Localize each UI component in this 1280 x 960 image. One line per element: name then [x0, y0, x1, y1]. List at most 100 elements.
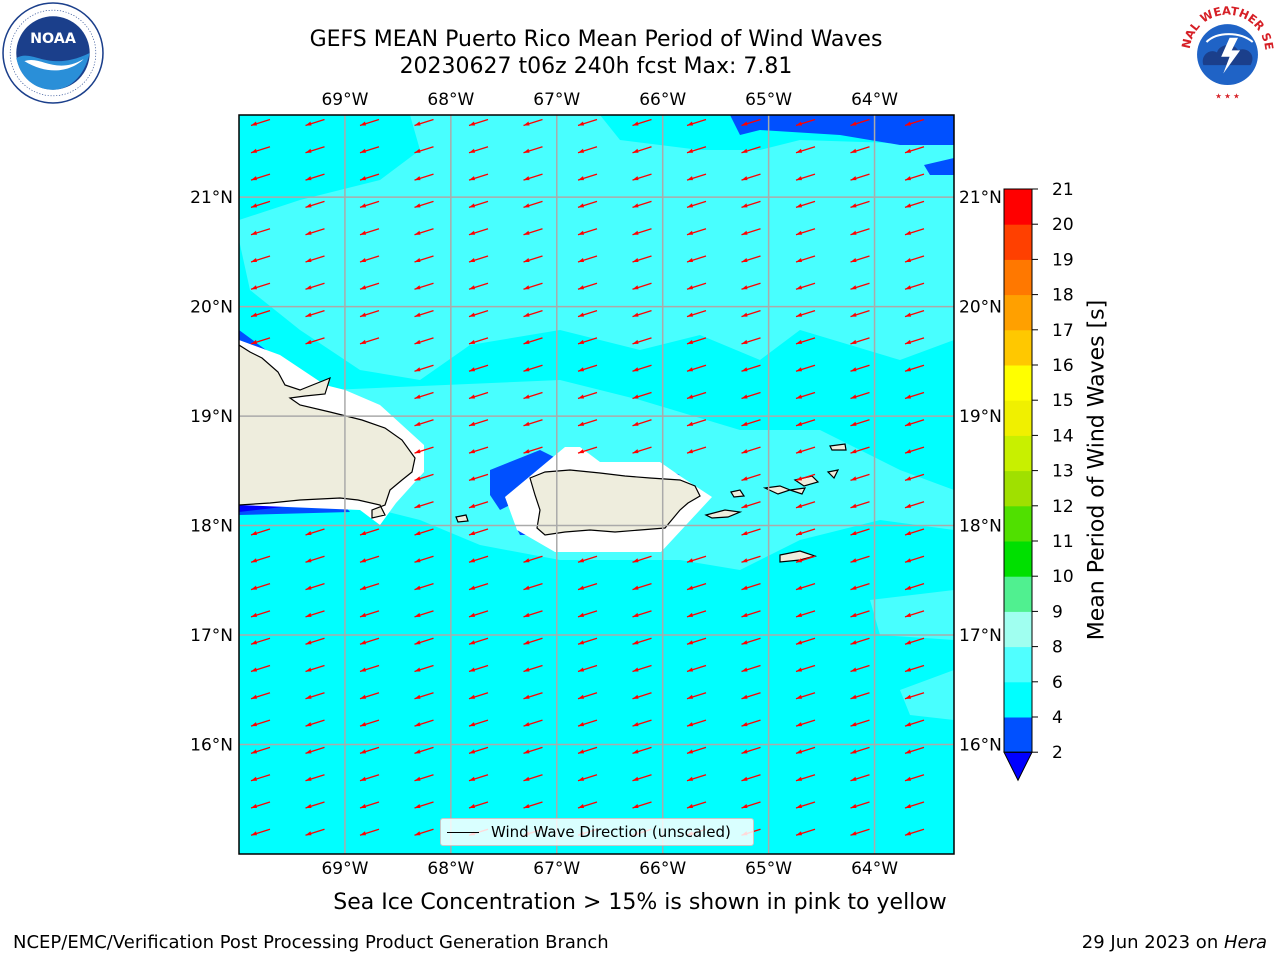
wind-arrow — [850, 364, 870, 372]
wind-wave-direction-arrows — [250, 118, 925, 836]
wind-arrow — [250, 255, 271, 263]
lon-tick-label-bottom: 67°W — [533, 859, 580, 879]
wind-arrow — [414, 309, 434, 318]
wind-arrow — [795, 309, 816, 318]
wind-arrow — [305, 582, 325, 591]
wind-arrow — [577, 446, 598, 454]
wind-arrow — [632, 282, 652, 290]
wind-arrow — [577, 173, 598, 181]
wind-arrow — [250, 555, 271, 563]
wind-arrow — [250, 309, 271, 318]
wind-arrow — [250, 746, 271, 755]
wind-arrow — [577, 282, 598, 290]
wind-arrow — [577, 200, 598, 209]
wind-arrow — [904, 118, 925, 127]
wind-arrow — [904, 828, 925, 836]
wind-arrow — [741, 200, 761, 209]
wind-arrow — [686, 173, 707, 181]
wind-arrow — [414, 801, 434, 809]
wind-arrow — [250, 118, 271, 127]
wind-arrow — [741, 473, 761, 482]
wind-arrow — [850, 774, 870, 782]
wind-arrow — [850, 801, 870, 809]
credit-host: Hera — [1223, 932, 1267, 953]
wind-arrow — [414, 255, 434, 263]
wind-arrow — [523, 555, 543, 563]
lon-tick-label-bottom: 68°W — [427, 859, 474, 879]
wind-arrow — [686, 228, 707, 236]
wind-arrow — [414, 337, 434, 345]
wind-arrow — [795, 582, 816, 591]
wind-arrow — [468, 200, 489, 209]
colorbar-segment — [1004, 224, 1032, 260]
wind-arrow — [523, 173, 543, 181]
wind-arrow — [795, 555, 816, 563]
wind-arrow — [577, 801, 598, 809]
wind-arrow — [414, 118, 434, 127]
wind-arrow — [632, 228, 652, 236]
wind-arrow — [632, 364, 652, 372]
lon-tick-label-bottom: 66°W — [639, 859, 686, 879]
wind-arrow — [850, 610, 870, 618]
wind-arrow — [632, 255, 652, 263]
wind-arrow — [359, 309, 380, 318]
wind-arrow — [686, 610, 707, 618]
wind-arrow — [795, 528, 816, 536]
colorbar-segment — [1004, 505, 1032, 542]
colorbar-segment — [1004, 435, 1032, 472]
wind-arrow — [632, 801, 652, 809]
wind-arrow — [632, 637, 652, 645]
wind-arrow — [632, 200, 652, 209]
wind-arrow — [850, 446, 870, 454]
wind-arrow — [250, 719, 271, 727]
colorbar-segment — [1004, 646, 1032, 683]
wind-arrow — [904, 719, 925, 727]
wind-arrow — [741, 391, 761, 400]
wind-arrow — [250, 610, 271, 618]
wind-arrow — [904, 391, 925, 400]
lat-tick-label-left: 20°N — [190, 298, 233, 318]
lon-tick-label-bottom: 64°W — [851, 859, 898, 879]
wind-arrow — [250, 528, 271, 536]
wind-arrow — [795, 473, 816, 482]
wind-arrow — [414, 555, 434, 563]
wind-arrow — [850, 555, 870, 563]
wind-arrow — [523, 200, 543, 209]
wind-arrow — [468, 309, 489, 318]
wind-arrow — [250, 173, 271, 181]
wind-arrow — [468, 446, 489, 454]
wind-arrow — [577, 309, 598, 318]
wind-arrow — [632, 391, 652, 400]
wind-arrow — [359, 255, 380, 263]
wind-arrow — [523, 610, 543, 618]
wind-arrow — [850, 637, 870, 645]
puerto-rico-land — [529, 469, 701, 536]
wind-arrow — [904, 664, 925, 673]
wind-arrow — [523, 282, 543, 290]
wind-arrow — [850, 582, 870, 591]
wind-arrow — [468, 391, 489, 400]
wind-arrow — [523, 419, 543, 427]
wind-arrow — [577, 610, 598, 618]
wind-arrow — [523, 664, 543, 673]
wind-arrow — [741, 501, 761, 509]
lat-tick-label-right: 21°N — [959, 188, 1002, 208]
lon-tick-label-bottom: 69°W — [321, 859, 368, 879]
colorbar-tick-label: 10 — [1052, 567, 1074, 587]
lat-tick-label-left: 16°N — [190, 736, 233, 756]
wind-arrow — [741, 118, 761, 127]
wind-arrow — [904, 692, 925, 700]
lat-tick-label-right: 16°N — [959, 736, 1002, 756]
wind-arrow — [414, 582, 434, 591]
wind-arrow — [414, 719, 434, 727]
lat-tick-label-right: 18°N — [959, 517, 1002, 537]
lon-tick-label-bottom: 65°W — [745, 859, 792, 879]
colorbar-segment — [1004, 681, 1032, 718]
wind-arrow — [468, 146, 489, 154]
wind-arrow — [795, 173, 816, 181]
wind-arrow — [414, 146, 434, 154]
wind-arrow — [577, 719, 598, 727]
wind-arrow — [741, 774, 761, 782]
colorbar-segment — [1004, 541, 1032, 577]
wind-arrow — [904, 255, 925, 263]
